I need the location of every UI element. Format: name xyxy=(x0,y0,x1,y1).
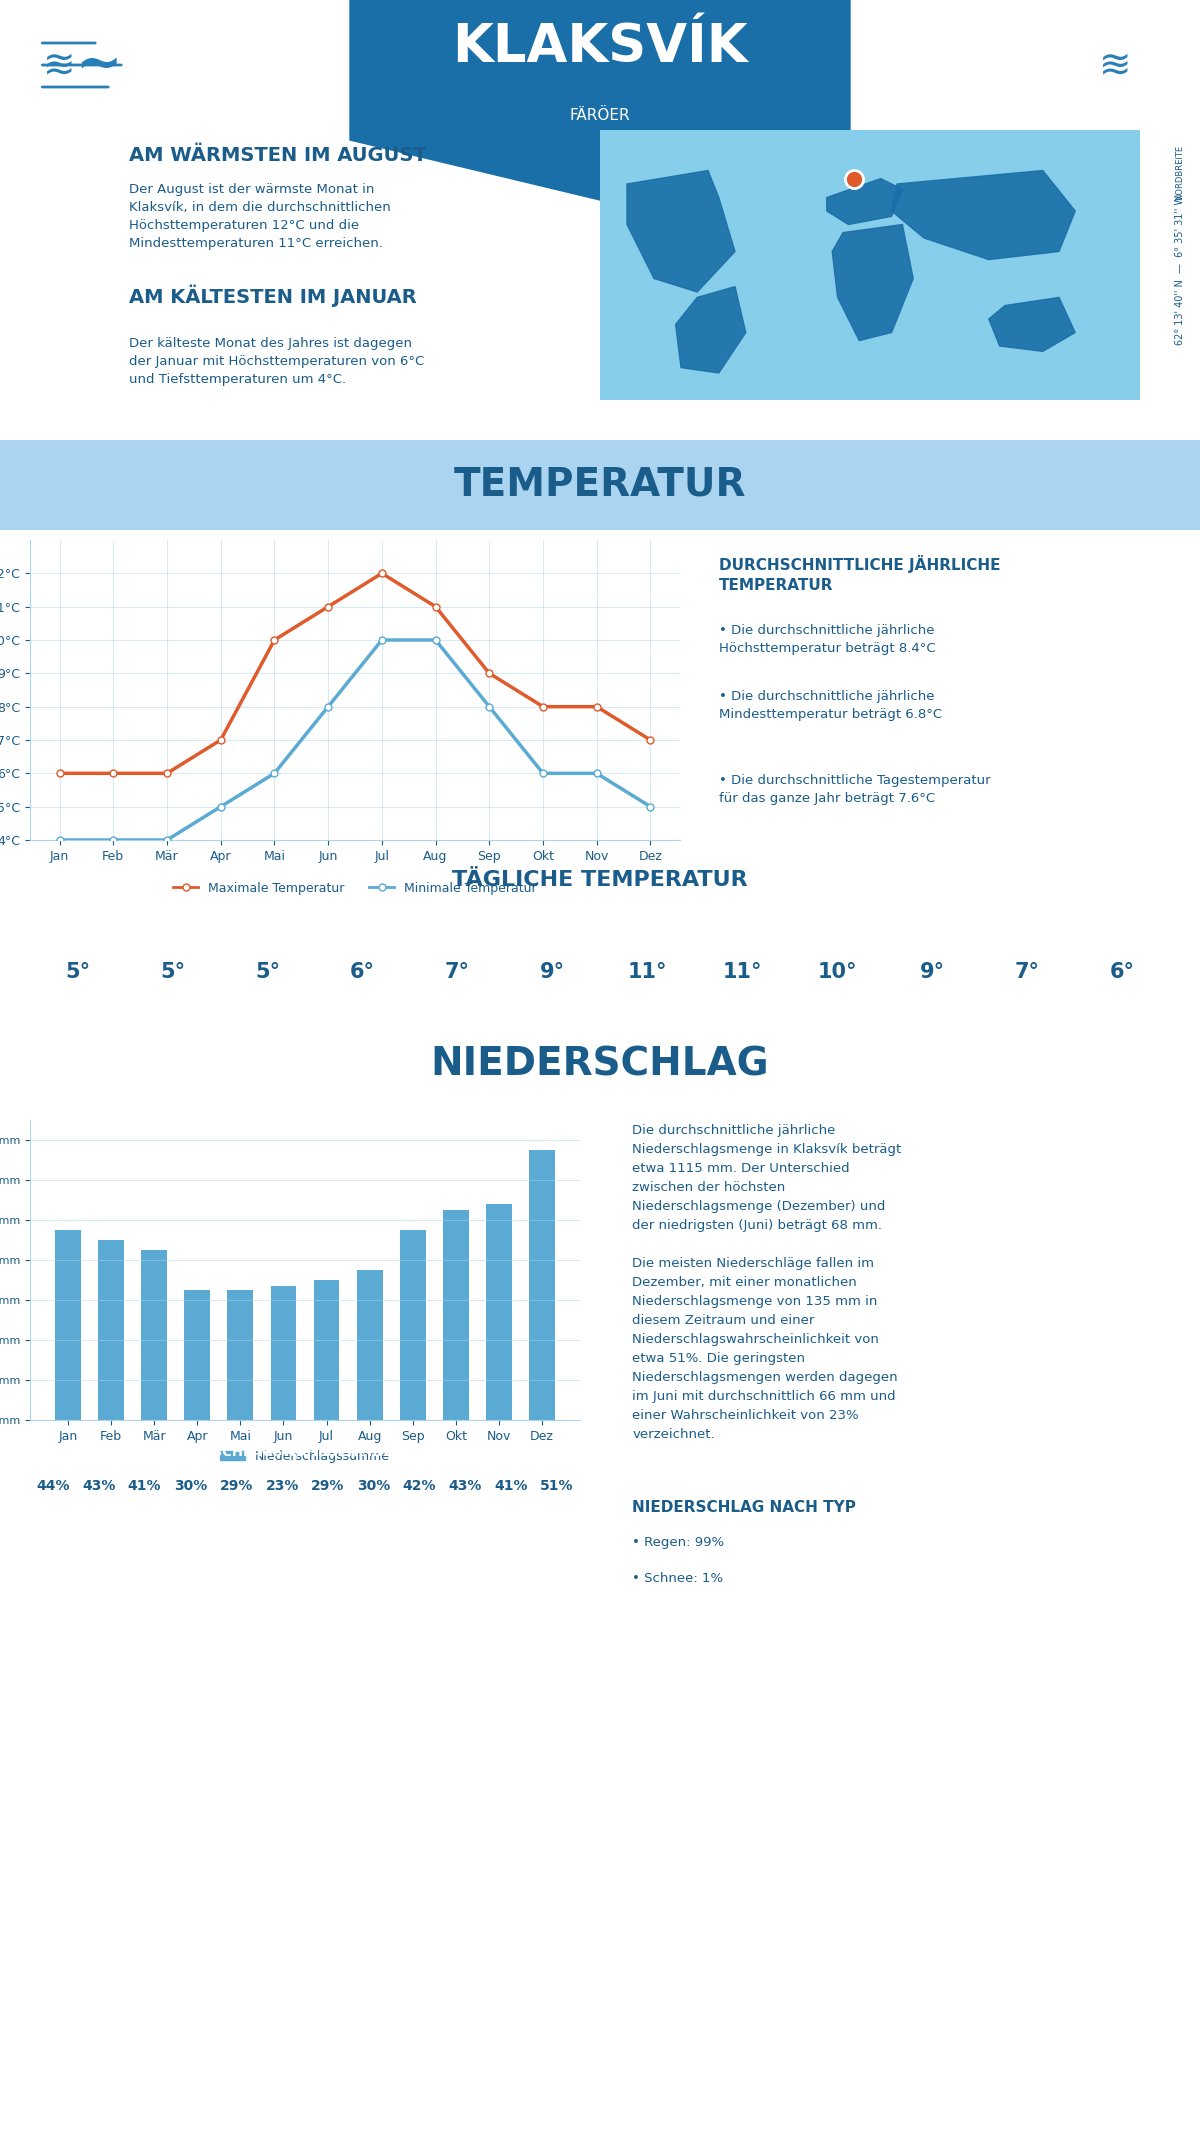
Text: AUG: AUG xyxy=(361,1517,386,1528)
Text: AUG: AUG xyxy=(726,918,760,933)
Polygon shape xyxy=(833,225,913,340)
Text: AM KÄLTESTEN IM JANUAR: AM KÄLTESTEN IM JANUAR xyxy=(130,285,416,308)
Text: DEZ: DEZ xyxy=(1106,918,1138,933)
Legend: Maximale Temperatur, Minimale Temperatur: Maximale Temperatur, Minimale Temperatur xyxy=(168,877,542,899)
Text: OKT: OKT xyxy=(454,1517,478,1528)
Polygon shape xyxy=(350,0,850,199)
Text: 6°: 6° xyxy=(350,963,374,982)
Text: NOV: NOV xyxy=(1010,918,1044,933)
FancyBboxPatch shape xyxy=(589,124,1151,404)
Text: 9°: 9° xyxy=(920,963,946,982)
Text: MAI: MAI xyxy=(226,1517,247,1528)
Text: KLAKSVÍK: KLAKSVÍK xyxy=(452,21,748,73)
Text: 11°: 11° xyxy=(628,963,667,982)
Text: 43%: 43% xyxy=(449,1479,482,1494)
Text: FEB: FEB xyxy=(157,918,187,933)
Text: AM WÄRMSTEN IM AUGUST: AM WÄRMSTEN IM AUGUST xyxy=(130,146,427,165)
Text: JUL: JUL xyxy=(635,918,660,933)
Text: • Die durchschnittliche jährliche
Höchsttemperatur beträgt 8.4°C: • Die durchschnittliche jährliche Höchst… xyxy=(719,625,936,655)
Text: ≋: ≋ xyxy=(43,45,76,83)
Text: NIEDERSCHLAGSWAHRSCHEINLICHKEIT: NIEDERSCHLAGSWAHRSCHEINLICHKEIT xyxy=(158,1447,452,1459)
Bar xyxy=(228,1290,253,1421)
Polygon shape xyxy=(892,171,1075,259)
Text: 42%: 42% xyxy=(403,1479,437,1494)
Text: TÄGLICHE TEMPERATUR: TÄGLICHE TEMPERATUR xyxy=(452,871,748,890)
Text: OKT: OKT xyxy=(917,918,949,933)
Bar xyxy=(356,1269,383,1421)
Polygon shape xyxy=(827,178,902,225)
Text: JUN: JUN xyxy=(539,918,566,933)
Legend: Niederschlagssumme: Niederschlagssumme xyxy=(215,1444,395,1468)
Text: JUN: JUN xyxy=(271,1517,293,1528)
Bar xyxy=(270,1286,296,1421)
Text: 6°: 6° xyxy=(1110,963,1135,982)
Text: Der August ist der wärmste Monat in
Klaksvík, in dem die durchschnittlichen
Höch: Der August ist der wärmste Monat in Klak… xyxy=(130,184,391,250)
Text: 5°: 5° xyxy=(254,963,280,982)
Text: FEB: FEB xyxy=(88,1517,110,1528)
Text: 29%: 29% xyxy=(311,1479,344,1494)
Text: 5°: 5° xyxy=(65,963,90,982)
Text: CC BY-ND 4.0: CC BY-ND 4.0 xyxy=(554,2104,646,2116)
Text: • Regen: 99%: • Regen: 99% xyxy=(632,1537,725,1549)
Text: NOV: NOV xyxy=(499,1517,524,1528)
Text: JAN: JAN xyxy=(43,1517,64,1528)
Text: APR: APR xyxy=(179,1517,203,1528)
Text: SEP: SEP xyxy=(408,1517,431,1528)
Text: MAI: MAI xyxy=(443,918,473,933)
Text: • Die durchschnittliche jährliche
Mindesttemperatur beträgt 6.8°C: • Die durchschnittliche jährliche Mindes… xyxy=(719,689,942,721)
Text: 44%: 44% xyxy=(36,1479,70,1494)
Text: Der kälteste Monat des Jahres ist dagegen
der Januar mit Höchsttemperaturen von : Der kälteste Monat des Jahres ist dagege… xyxy=(130,336,425,385)
Bar xyxy=(185,1290,210,1421)
Bar xyxy=(486,1205,512,1421)
Text: 23%: 23% xyxy=(265,1479,299,1494)
Text: 9°: 9° xyxy=(540,963,565,982)
Text: CC BY-ND 4.0: CC BY-ND 4.0 xyxy=(90,2104,181,2116)
Text: NORDBREITE: NORDBREITE xyxy=(1176,143,1184,199)
Text: TEMPERATUR: TEMPERATUR xyxy=(454,467,746,505)
Text: 30%: 30% xyxy=(174,1479,208,1494)
Text: METEOATLAS.DE: METEOATLAS.DE xyxy=(979,2101,1133,2119)
Text: 43%: 43% xyxy=(82,1479,115,1494)
Bar xyxy=(98,1239,124,1421)
Polygon shape xyxy=(989,297,1075,351)
Bar xyxy=(529,1149,554,1421)
Text: 10°: 10° xyxy=(817,963,857,982)
Text: NIEDERSCHLAG NACH TYP: NIEDERSCHLAG NACH TYP xyxy=(632,1500,857,1515)
Text: 5°: 5° xyxy=(160,963,185,982)
Text: JUL: JUL xyxy=(318,1517,337,1528)
Bar xyxy=(55,1230,80,1421)
Polygon shape xyxy=(628,171,734,291)
Text: NIEDERSCHLAG: NIEDERSCHLAG xyxy=(431,1046,769,1085)
Bar xyxy=(400,1230,426,1421)
FancyBboxPatch shape xyxy=(0,441,1200,531)
Text: 51%: 51% xyxy=(540,1479,574,1494)
Text: 7°: 7° xyxy=(445,963,470,982)
Text: • Schnee: 1%: • Schnee: 1% xyxy=(632,1571,724,1584)
Text: 7°: 7° xyxy=(1015,963,1040,982)
Text: APR: APR xyxy=(347,918,378,933)
Text: 41%: 41% xyxy=(494,1479,528,1494)
Text: 62° 13' 40'' N  —  6° 35' 31'' W: 62° 13' 40'' N — 6° 35' 31'' W xyxy=(1175,195,1186,345)
Text: 11°: 11° xyxy=(722,963,762,982)
Text: ~: ~ xyxy=(74,39,121,92)
Text: 30%: 30% xyxy=(358,1479,390,1494)
Text: © ℹ️: © ℹ️ xyxy=(40,2104,64,2116)
Text: Die durchschnittliche jährliche
Niederschlagsmenge in Klaksvík beträgt
etwa 1115: Die durchschnittliche jährliche Niedersc… xyxy=(632,1124,901,1440)
Text: FÄRÖER: FÄRÖER xyxy=(570,107,630,122)
Bar xyxy=(142,1250,167,1421)
Text: MÄR: MÄR xyxy=(250,918,286,933)
Polygon shape xyxy=(676,287,746,372)
Text: • Die durchschnittliche Tagestemperatur
für das ganze Jahr beträgt 7.6°C: • Die durchschnittliche Tagestemperatur … xyxy=(719,775,990,805)
Text: DEZ: DEZ xyxy=(545,1517,569,1528)
Text: DURCHSCHNITTLICHE JÄHRLICHE
TEMPERATUR: DURCHSCHNITTLICHE JÄHRLICHE TEMPERATUR xyxy=(719,554,1001,593)
Bar xyxy=(313,1280,340,1421)
Text: 41%: 41% xyxy=(128,1479,161,1494)
Text: JAN: JAN xyxy=(64,918,91,933)
Text: SEP: SEP xyxy=(823,918,852,933)
Text: MÄR: MÄR xyxy=(131,1517,158,1528)
Text: ≋: ≋ xyxy=(1099,45,1132,83)
Text: 29%: 29% xyxy=(220,1479,253,1494)
Bar xyxy=(443,1209,469,1421)
